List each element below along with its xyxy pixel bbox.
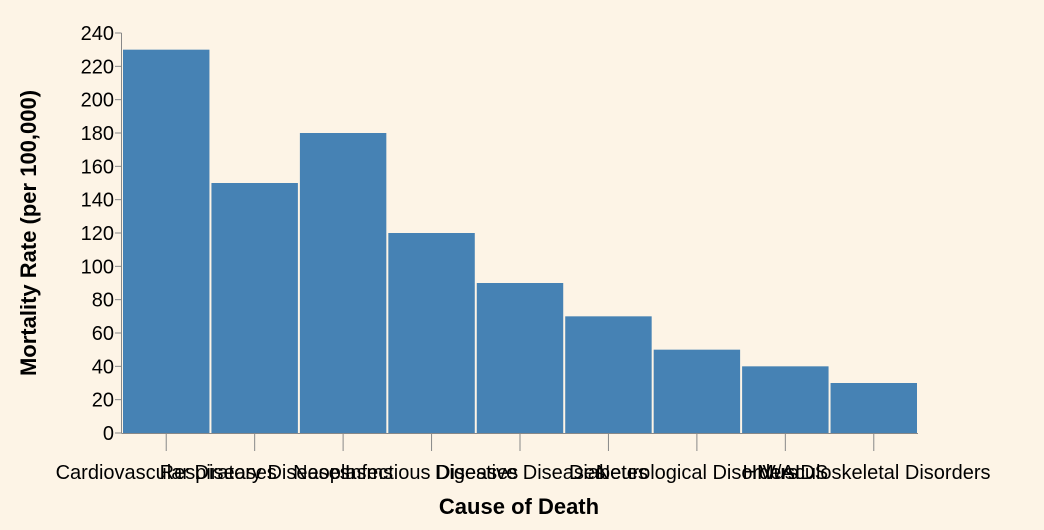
y-tick-label-3: 60 (92, 323, 114, 345)
y-tick-label-11: 220 (81, 56, 114, 78)
bar-4 (476, 283, 564, 433)
y-tick-label-7: 140 (81, 190, 114, 212)
x-tick-label-8: Musculoskeletal Disorders (757, 462, 990, 484)
y-tick-label-4: 80 (92, 290, 114, 312)
x-tick-label-6: Neurological Disorders (596, 462, 798, 484)
bars-group (123, 49, 917, 434)
x-tick-label-1: Respiratory Diseases (160, 462, 350, 484)
bar-5 (565, 316, 652, 433)
x-tick-label-7: HIV/AIDS (743, 462, 829, 484)
y-tick-label-2: 40 (92, 356, 114, 378)
y-axis-title: Mortality Rate (per 100,000) (16, 90, 41, 376)
bar-0 (123, 49, 210, 434)
x-tick-label-0: Cardiovascular Diseases (56, 462, 277, 484)
y-tick-label-0: 0 (103, 423, 114, 445)
x-tick-label-3: Infectious Diseases (345, 462, 518, 484)
x-tick-label-5: Diabetes (569, 462, 648, 484)
y-tick-label-10: 200 (81, 90, 114, 112)
bar-7 (742, 366, 829, 433)
x-tick-label-2: Neoplasms (293, 462, 393, 484)
y-tick-label-1: 20 (92, 390, 114, 412)
y-tick-label-6: 120 (81, 223, 114, 245)
y-tick-label-5: 100 (81, 256, 114, 278)
x-tick-label-4: Digestive Diseases (435, 462, 605, 484)
y-tick-label-9: 180 (81, 123, 114, 145)
bar-6 (653, 349, 741, 433)
bar-2 (299, 133, 387, 433)
bar-1 (211, 183, 298, 433)
y-tick-label-8: 160 (81, 156, 114, 178)
x-axis-title: Cause of Death (439, 494, 599, 519)
y-axis: 0 20 40 60 80 100 120 140 160 180 200 220 240 (81, 23, 122, 445)
bar-3 (388, 233, 475, 433)
bar-8 (830, 383, 917, 433)
y-tick-label-12: 240 (81, 23, 114, 45)
